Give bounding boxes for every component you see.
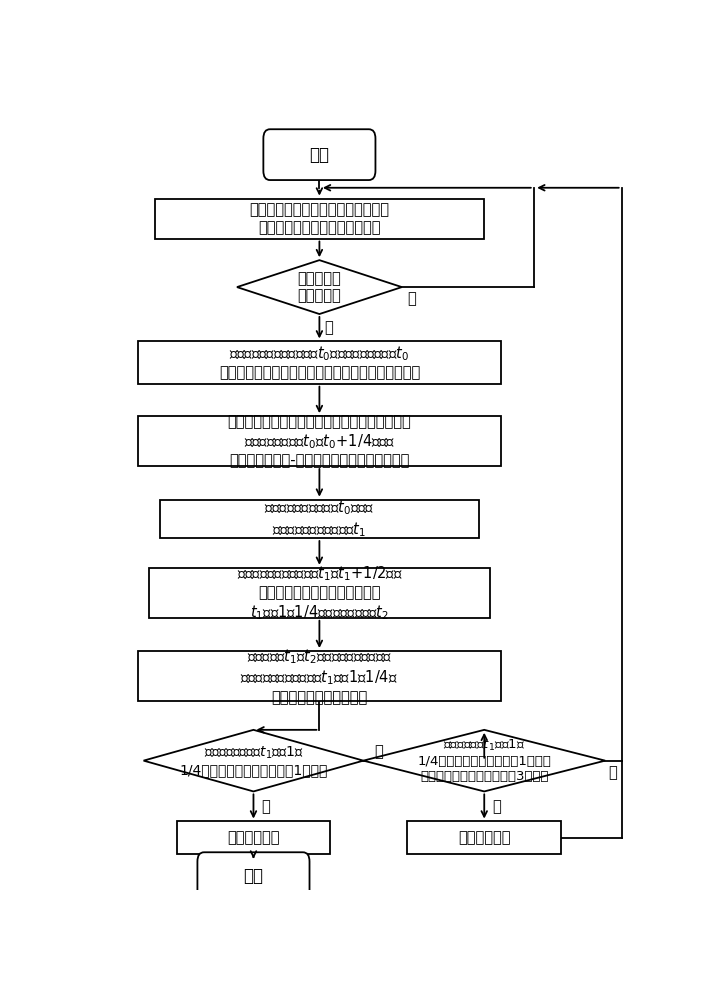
Text: 是: 是 [324,320,333,335]
Polygon shape [363,730,605,791]
Bar [138,416,501,466]
Bar [149,568,490,618]
Text: 针对两侧从真正突变时刻$t_1$到$t_1$+1/2周期
各时刻的电流导数，查找和确定
$t_1$后第1个1/4周期真正结束时刻$t_2$: 针对两侧从真正突变时刻$t_1$到$t_1$+1/2周期 各时刻的电流导数，查找… [237,564,402,622]
Text: 记录该时刻为原始突变时刻$t_0$，提取输电线路两侧$t_0$
后半个周期的电流采样值，计算每个时刻的电流导数: 记录该时刻为原始突变时刻$t_0$，提取输电线路两侧$t_0$ 后半个周期的电流… [219,344,420,381]
Text: 检测线路故障: 检测线路故障 [227,830,280,845]
Text: 检测线路正常: 检测线路正常 [458,830,510,845]
Text: 是: 是 [493,799,501,814]
Text: 开始: 开始 [309,146,330,164]
Bar [407,821,562,854]
Polygon shape [143,730,363,791]
Text: 是: 是 [262,799,270,814]
Text: 输电线路一侧$t_1$后第1个
1/4周期的电流导数位于第1象限，
同时另一侧电流导数位于第3象限？: 输电线路一侧$t_1$后第1个 1/4周期的电流导数位于第1象限， 同时另一侧电… [418,738,551,783]
Bar [138,651,501,701]
Text: 否: 否 [374,744,383,759]
FancyBboxPatch shape [263,129,376,180]
Text: 电流突变量
大于阈值？: 电流突变量 大于阈值？ [298,271,341,303]
Text: 否: 否 [608,765,617,780]
Text: 处理输电线路两侧的电流导数，分别初步判断两
侧从原始突变时刻$t_0$到$t_0$+1/4周期的
电流导数在电流-流导数二维空间中所在的象限: 处理输电线路两侧的电流导数，分别初步判断两 侧从原始突变时刻$t_0$到$t_0… [228,414,411,468]
Text: 否: 否 [407,291,416,306]
Text: 如果输电线路两侧$t_1$后第1个
1/4周期的电流导数都位于第1象限？: 如果输电线路两侧$t_1$后第1个 1/4周期的电流导数都位于第1象限？ [179,744,328,777]
Bar [177,821,330,854]
Bar [160,500,479,538]
Bar [155,199,484,239]
FancyBboxPatch shape [197,852,310,900]
Text: 从两侧的原始突变时刻$t_0$开始，
检查和确定真正突变时刻$t_1$: 从两侧的原始突变时刻$t_0$开始， 检查和确定真正突变时刻$t_1$ [264,499,374,539]
Polygon shape [237,260,402,314]
Text: 结束: 结束 [243,867,264,885]
Text: 对三相输电线路两侧电流进行采样，
计算两侧每个时刻的电流突变量: 对三相输电线路两侧电流进行采样， 计算两侧每个时刻的电流突变量 [250,202,389,235]
Text: 针对两侧从$t_1$到$t_2$各时刻的电流导数，准
确判断该侧真正突变时刻$t_1$后第1个1/4周
期的电流导数所在的象限: 针对两侧从$t_1$到$t_2$各时刻的电流导数，准 确判断该侧真正突变时刻$t… [240,647,398,705]
Bar [138,341,501,384]
